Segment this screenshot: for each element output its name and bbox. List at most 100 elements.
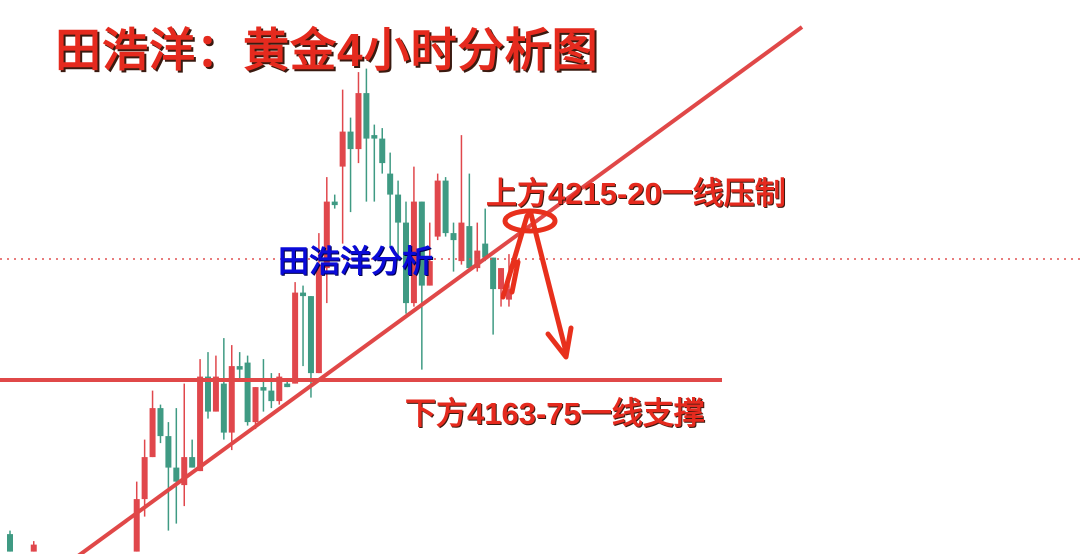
candle-body — [323, 201, 330, 269]
chart-title: 田浩洋：黄金4小时分析图 — [55, 24, 599, 76]
candles — [7, 68, 512, 552]
hand-drawn-arrow-icon — [500, 211, 574, 360]
candle-body — [458, 222, 465, 262]
candle-body — [268, 390, 275, 402]
candle — [276, 373, 283, 405]
candle — [355, 72, 362, 164]
candle — [434, 173, 441, 241]
candle-body — [331, 201, 338, 206]
candle — [157, 404, 164, 444]
candle-body — [30, 544, 37, 552]
candle-body — [315, 264, 322, 374]
candle-body — [418, 201, 425, 286]
candle — [244, 355, 251, 426]
candle — [442, 177, 449, 237]
candle — [403, 201, 409, 314]
candle-body — [173, 467, 180, 482]
candle-body — [482, 243, 489, 258]
resistance-annotation: 上方4215-20一线压制 — [486, 176, 786, 211]
candle-body — [403, 222, 409, 304]
candle-body — [205, 376, 211, 412]
candle-body — [212, 376, 219, 412]
candle-body — [220, 383, 227, 433]
candle-body — [434, 180, 441, 237]
candle-body — [426, 261, 433, 286]
candle — [315, 233, 322, 374]
candle-body — [339, 131, 346, 167]
candle-body — [7, 534, 13, 552]
candle-body — [442, 180, 449, 234]
candle — [220, 338, 227, 440]
candle — [498, 268, 505, 307]
candle — [466, 173, 473, 272]
candle-body — [355, 93, 362, 150]
candle — [189, 439, 196, 468]
candle — [323, 177, 330, 304]
candle-body — [228, 366, 235, 433]
candle — [7, 530, 13, 552]
candle — [212, 355, 219, 412]
candle-body — [276, 376, 283, 402]
candle — [228, 345, 235, 451]
candle — [236, 352, 243, 381]
candle-body — [300, 292, 307, 297]
candle-body — [490, 257, 497, 290]
candle — [347, 117, 354, 213]
candle — [331, 194, 338, 209]
candle — [205, 352, 211, 419]
candle — [165, 422, 172, 531]
candle-body — [387, 173, 394, 195]
candle — [260, 359, 267, 412]
candle — [418, 201, 425, 370]
support-annotation: 下方4163-75一线支撑 — [405, 396, 705, 431]
candle-body — [149, 408, 156, 458]
candle-body — [157, 408, 164, 437]
candle — [300, 285, 307, 367]
candle — [197, 359, 204, 472]
candle — [173, 408, 180, 524]
candle-body — [363, 93, 370, 139]
candle-body — [292, 292, 299, 384]
candle — [252, 387, 259, 430]
candle — [371, 124, 378, 202]
candle — [450, 222, 457, 272]
candle-body — [165, 436, 172, 468]
candle-body — [189, 457, 196, 468]
candle — [30, 541, 37, 552]
watermark-text: 田浩洋分析 — [278, 244, 433, 279]
candle-body — [395, 194, 402, 223]
candle-body — [505, 289, 512, 300]
candle-body — [347, 131, 354, 150]
candle-body — [466, 226, 473, 269]
candle — [141, 439, 148, 517]
candle — [363, 68, 370, 202]
candle-body — [244, 362, 251, 423]
candle-body — [236, 366, 243, 370]
candle-body — [284, 383, 291, 388]
candle-body — [133, 499, 140, 552]
candle-body — [410, 201, 417, 304]
candle — [149, 390, 156, 458]
candle — [379, 128, 386, 174]
candle — [292, 282, 299, 384]
candle-body — [450, 233, 457, 241]
candle-body — [181, 457, 188, 486]
candle — [133, 481, 140, 552]
candle-body — [379, 138, 386, 164]
candle — [395, 180, 402, 262]
candle — [482, 208, 489, 262]
rising-trendline — [77, 25, 804, 554]
candle — [410, 166, 417, 307]
candle — [426, 222, 433, 286]
candle — [490, 257, 497, 335]
candle — [339, 89, 346, 244]
candle-body — [307, 296, 314, 374]
candle-body — [260, 387, 267, 391]
candle-body — [197, 376, 204, 472]
candle — [458, 135, 465, 265]
candle-body — [371, 135, 378, 139]
candle-body — [498, 268, 505, 290]
candle-body — [252, 387, 259, 423]
